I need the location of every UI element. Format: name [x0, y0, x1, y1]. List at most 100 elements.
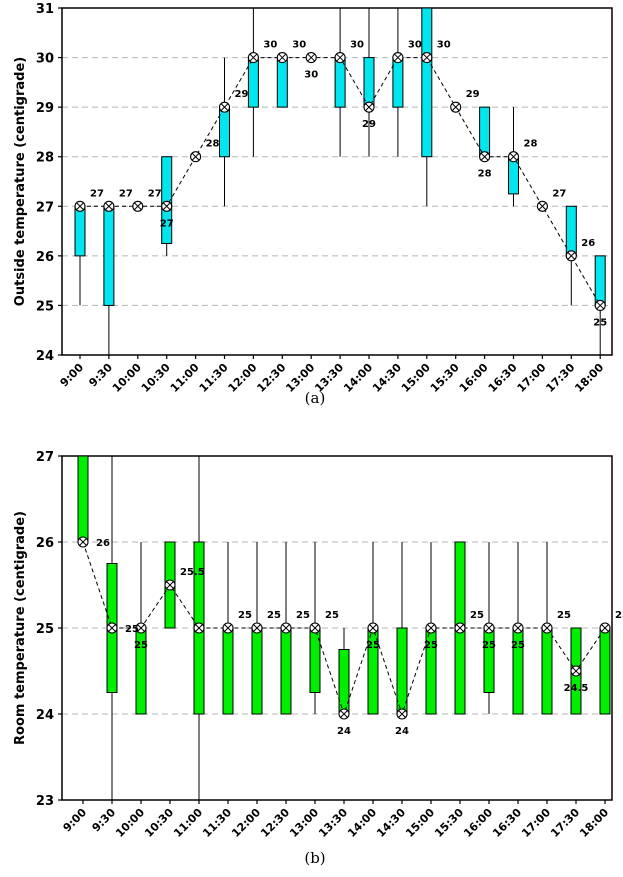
x-tick-label: 10:30 [142, 806, 176, 840]
panel-caption: (a) [305, 389, 326, 407]
y-tick-label: 24 [36, 349, 54, 364]
box [392, 57, 404, 108]
marker-cross [509, 152, 518, 161]
data-point-marker [421, 52, 433, 64]
data-label: 28 [206, 139, 220, 150]
data-point-marker [161, 200, 173, 212]
marker-cross [253, 624, 261, 632]
marker-cross [282, 624, 290, 632]
x-tick-label: 11:00 [171, 806, 205, 840]
x-tick-label: 11:30 [200, 806, 234, 840]
x-tick-label: 14:30 [370, 361, 404, 395]
x-tick-label: 16:00 [457, 361, 491, 395]
marker-cross [485, 624, 493, 632]
marker-cross [191, 152, 200, 161]
y-tick-label: 24 [36, 708, 54, 723]
data-point-marker [276, 52, 288, 64]
box [74, 205, 86, 257]
box [219, 106, 230, 158]
data-label: 25 [593, 317, 607, 328]
marker-cross [166, 581, 174, 589]
x-tick-label: 13:30 [316, 806, 350, 840]
marker-cross [162, 202, 171, 211]
data-point-marker [132, 200, 144, 212]
box [103, 205, 115, 306]
marker-cross [422, 53, 431, 62]
box [565, 205, 577, 257]
x-tick-label: 14:30 [374, 806, 408, 840]
data-label: 27 [119, 188, 133, 199]
data-point-marker [570, 665, 582, 677]
x-tick-label: 18:00 [577, 806, 611, 840]
marker-cross [76, 202, 84, 211]
x-tick-label: 17:00 [519, 806, 553, 840]
data-label: 27 [90, 188, 104, 199]
marker-cross [249, 53, 258, 62]
marker-cross [456, 624, 464, 632]
x-tick-label: 12:00 [226, 361, 260, 395]
box [363, 57, 375, 108]
data-point-marker [541, 622, 553, 634]
box [77, 455, 89, 543]
y-tick-label: 26 [36, 250, 54, 265]
box [338, 649, 350, 715]
chart-panel-2: 23 24 25 26 27 Room temperature (centigrade) 9… [13, 450, 623, 867]
x-tick-label: 11:30 [197, 361, 231, 395]
box [309, 627, 321, 693]
data-label: 30 [263, 40, 277, 51]
y-tick-label: 29 [36, 101, 54, 116]
x-tick-label: 16:30 [486, 361, 520, 395]
data-label: 25 [557, 610, 571, 621]
y-tick-label: 28 [36, 151, 54, 166]
data-label: 24.5 [564, 683, 589, 694]
box [247, 57, 259, 108]
x-tick-label: 13:00 [287, 806, 321, 840]
data-label: 25 [470, 610, 484, 621]
data-point-marker [218, 101, 231, 113]
marker-cross [133, 202, 142, 211]
x-tick-label: 9:00 [61, 806, 90, 835]
box [280, 627, 292, 715]
box [483, 627, 495, 693]
x-tick-label: 12:30 [258, 806, 292, 840]
data-point-marker [507, 151, 520, 163]
marker-cross [596, 301, 605, 310]
data-point-marker [222, 622, 234, 634]
data-point-marker [599, 622, 611, 634]
data-point-marker [594, 299, 606, 311]
data-label: 27 [160, 218, 174, 229]
box [599, 627, 611, 715]
marker-cross [79, 538, 87, 546]
data-label: 25 [482, 640, 496, 651]
marker-cross [105, 202, 113, 211]
data-point-marker [363, 101, 375, 113]
data-point-marker [135, 622, 147, 634]
x-tick-label: 16:30 [490, 806, 524, 840]
y-tick-label: 31 [36, 2, 54, 17]
marker-cross [340, 710, 348, 718]
marker-cross [369, 624, 377, 632]
data-label: 30 [292, 40, 306, 51]
data-point-marker [565, 250, 577, 262]
data-label: 30 [408, 40, 422, 51]
x-tick-label: 10:00 [110, 361, 144, 395]
data-point-marker [251, 622, 263, 634]
x-tick-label: 15:00 [403, 806, 437, 840]
box [421, 7, 433, 158]
x-tick-label: 14:00 [341, 361, 375, 395]
data-point-marker [512, 622, 524, 634]
x-tick-label: 10:00 [113, 806, 147, 840]
box [161, 156, 173, 244]
data-point-marker [190, 151, 202, 163]
box [276, 57, 288, 108]
marker-cross [601, 624, 609, 632]
marker-cross [394, 53, 402, 62]
data-point-marker [367, 622, 379, 634]
data-label: 28 [478, 169, 492, 180]
marker-cross [311, 624, 319, 632]
data-point-marker [77, 536, 89, 548]
data-point-marker [479, 151, 491, 163]
data-point-marker [425, 622, 437, 634]
x-tick-label: 12:00 [229, 806, 263, 840]
marker-cross [195, 624, 203, 632]
